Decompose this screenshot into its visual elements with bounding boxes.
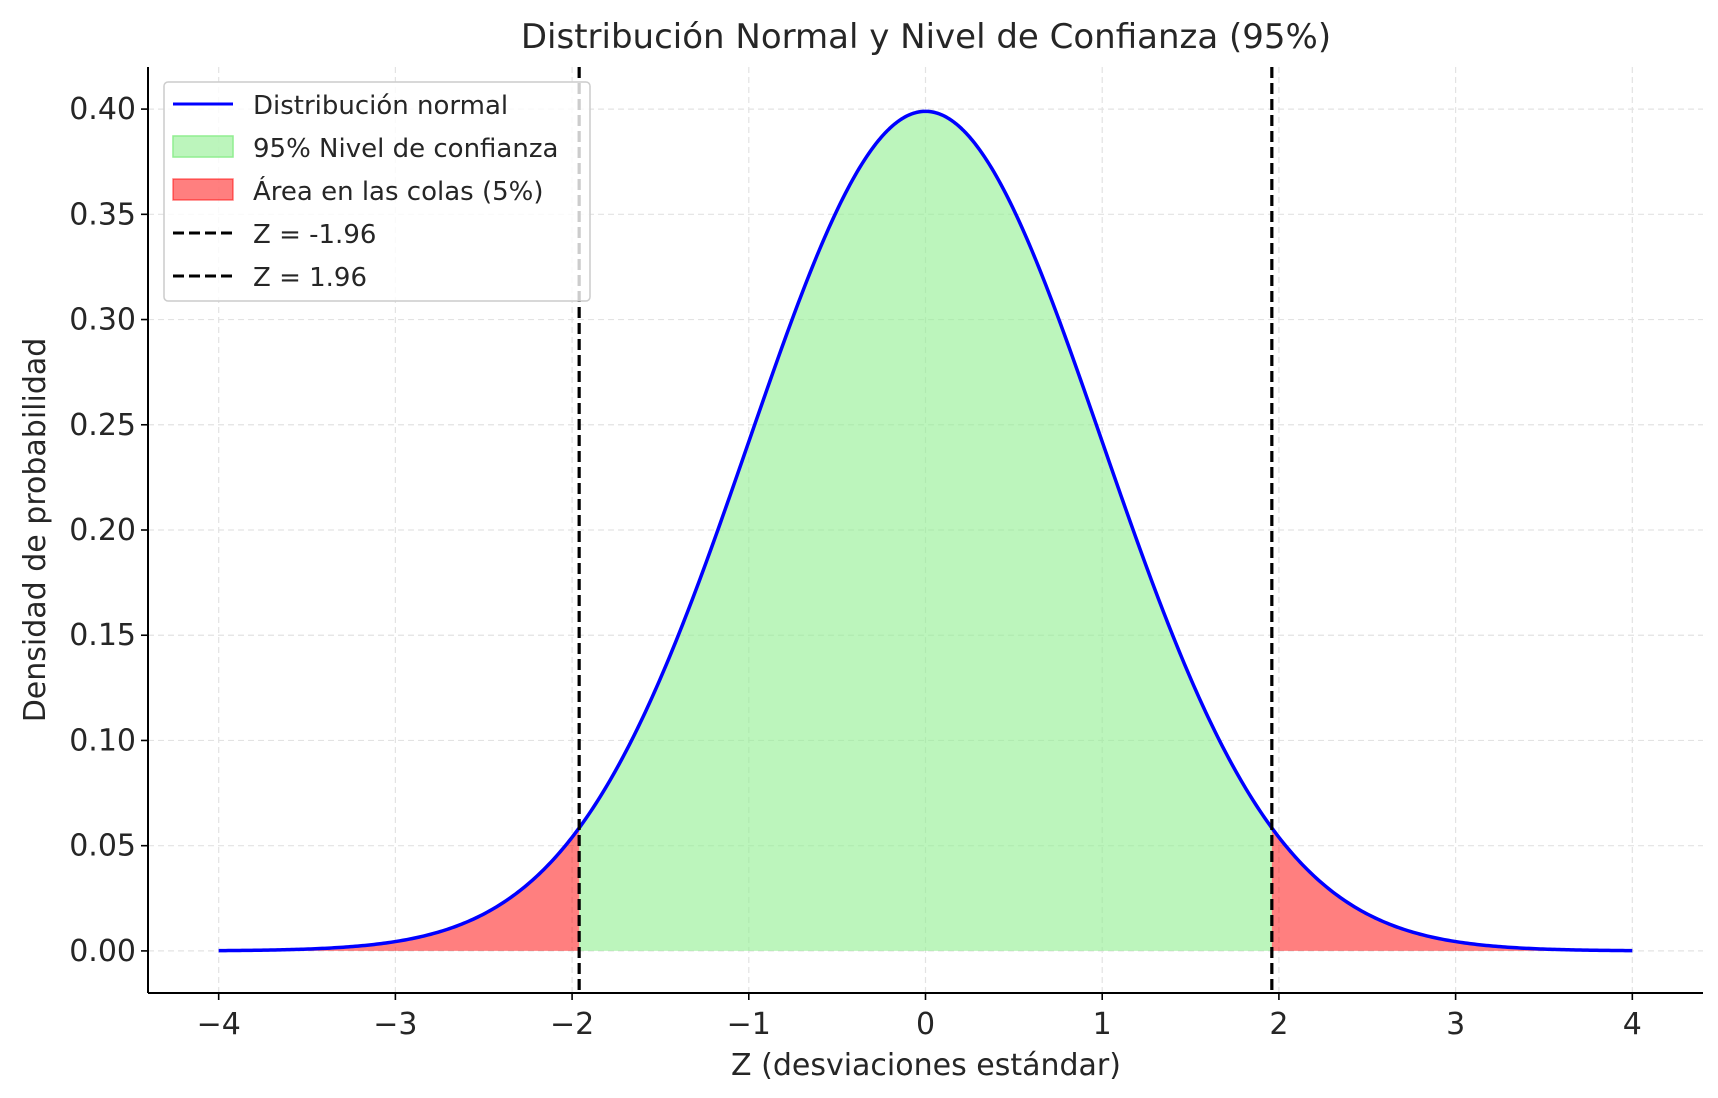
right-tail-area: [1271, 827, 1633, 951]
normal-density-curve: [218, 109, 1633, 953]
x-tick-label-3: −1: [727, 1007, 771, 1042]
y-tick-label-8: 0.40: [69, 92, 136, 127]
x-tick-label-0: −4: [197, 1007, 241, 1042]
y-tick-label-5: 0.25: [69, 408, 136, 443]
y-tick-label-4: 0.20: [69, 513, 136, 548]
y-axis-label: Densidad de probabilidad: [18, 338, 53, 723]
legend: Distribución normal 95% Nivel de confian…: [163, 81, 591, 302]
y-tick-label-6: 0.30: [69, 303, 136, 338]
x-tick-label-4: 0: [916, 1007, 935, 1042]
x-tick-label-8: 4: [1623, 1007, 1642, 1042]
x-tick-label-2: −2: [550, 1007, 594, 1042]
legend-frame: [163, 81, 591, 302]
legend-label-z-left: Z = -1.96: [253, 220, 376, 250]
fill-areas: [218, 111, 1633, 951]
confidence-area: [579, 111, 1272, 951]
y-tick-label-0: 0.00: [69, 934, 136, 969]
tick-labels: −4 −3 −2 −1 0 1 2 3 4 0.00 0.05 0.10 0.15 0.20 0.25 0.3…: [69, 92, 1642, 1042]
legend-red-swatch: [172, 178, 234, 201]
chart-title: Distribución Normal y Nivel de Confianza…: [521, 17, 1331, 57]
x-axis-label: Z (desviaciones estándar): [731, 1048, 1121, 1083]
legend-label-z-right: Z = 1.96: [253, 263, 367, 293]
y-tick-label-2: 0.10: [69, 723, 136, 758]
x-tick-label-6: 2: [1269, 1007, 1288, 1042]
legend-green-swatch: [172, 135, 234, 158]
y-tick-label-3: 0.15: [69, 618, 136, 653]
x-tick-label-1: −3: [373, 1007, 417, 1042]
legend-label-normal: Distribución normal: [253, 91, 508, 121]
density-curve-layer: [218, 109, 1633, 953]
legend-label-tails: Área en las colas (5%): [253, 175, 544, 207]
y-tick-label-7: 0.35: [69, 197, 136, 232]
left-tail-area: [218, 827, 580, 951]
x-tick-label-5: 1: [1093, 1007, 1112, 1042]
y-tick-label-1: 0.05: [69, 829, 136, 864]
x-tick-label-7: 3: [1446, 1007, 1465, 1042]
legend-label-confidence: 95% Nivel de confianza: [253, 134, 558, 164]
